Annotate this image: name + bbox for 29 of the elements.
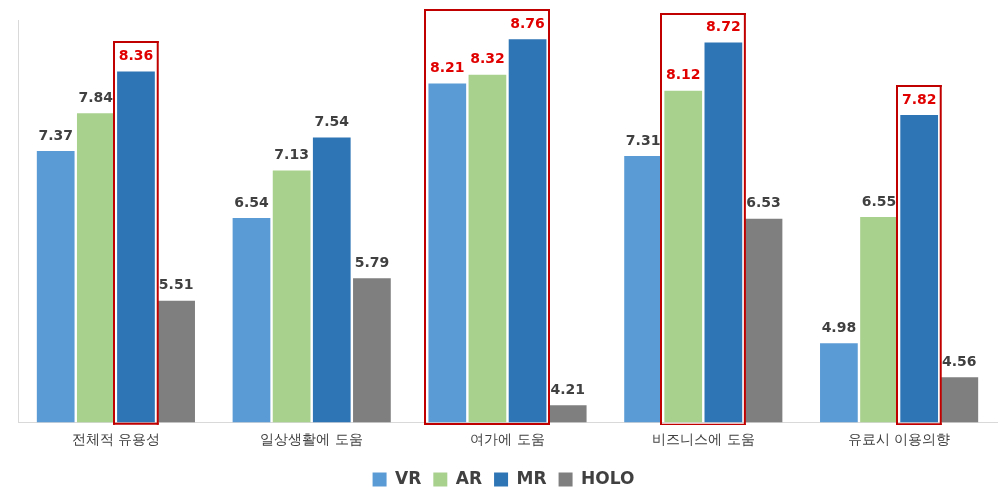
x-tick-label: 전체적 유용성 xyxy=(71,431,161,448)
data-label: 7.31 xyxy=(625,131,661,148)
legend-label: HOLO xyxy=(581,467,635,488)
data-label: 7.54 xyxy=(314,113,350,130)
data-label: 7.37 xyxy=(38,126,73,143)
legend-label: VR xyxy=(395,467,422,488)
data-label: 8.36 xyxy=(118,47,154,64)
x-tick-label: 비즈니스에 도움 xyxy=(652,431,755,448)
data-label: 8.32 xyxy=(470,50,505,67)
x-tick-label: 유료시 이용의향 xyxy=(847,431,951,448)
data-label: 8.72 xyxy=(706,18,741,35)
data-label: 4.56 xyxy=(942,352,977,369)
data-label: 4.21 xyxy=(550,380,585,397)
x-tick-label: 여가에 도움 xyxy=(470,431,545,448)
data-label: 6.53 xyxy=(746,194,781,211)
data-label: 7.84 xyxy=(78,88,114,105)
data-label: 6.54 xyxy=(234,193,270,210)
data-label: 6.55 xyxy=(861,192,897,209)
data-label: 8.21 xyxy=(430,59,465,76)
data-label: 8.76 xyxy=(510,14,545,31)
data-label: 8.12 xyxy=(665,66,701,83)
data-label: 7.13 xyxy=(274,146,309,163)
data-label: 5.79 xyxy=(354,253,390,270)
data-label: 5.51 xyxy=(158,276,194,293)
x-tick-label: 일상생활에 도움 xyxy=(260,431,363,448)
legend-label: MR xyxy=(516,467,547,488)
data-label: 7.82 xyxy=(901,90,937,107)
legend-label: AR xyxy=(455,467,483,488)
data-label: 4.98 xyxy=(821,319,857,336)
